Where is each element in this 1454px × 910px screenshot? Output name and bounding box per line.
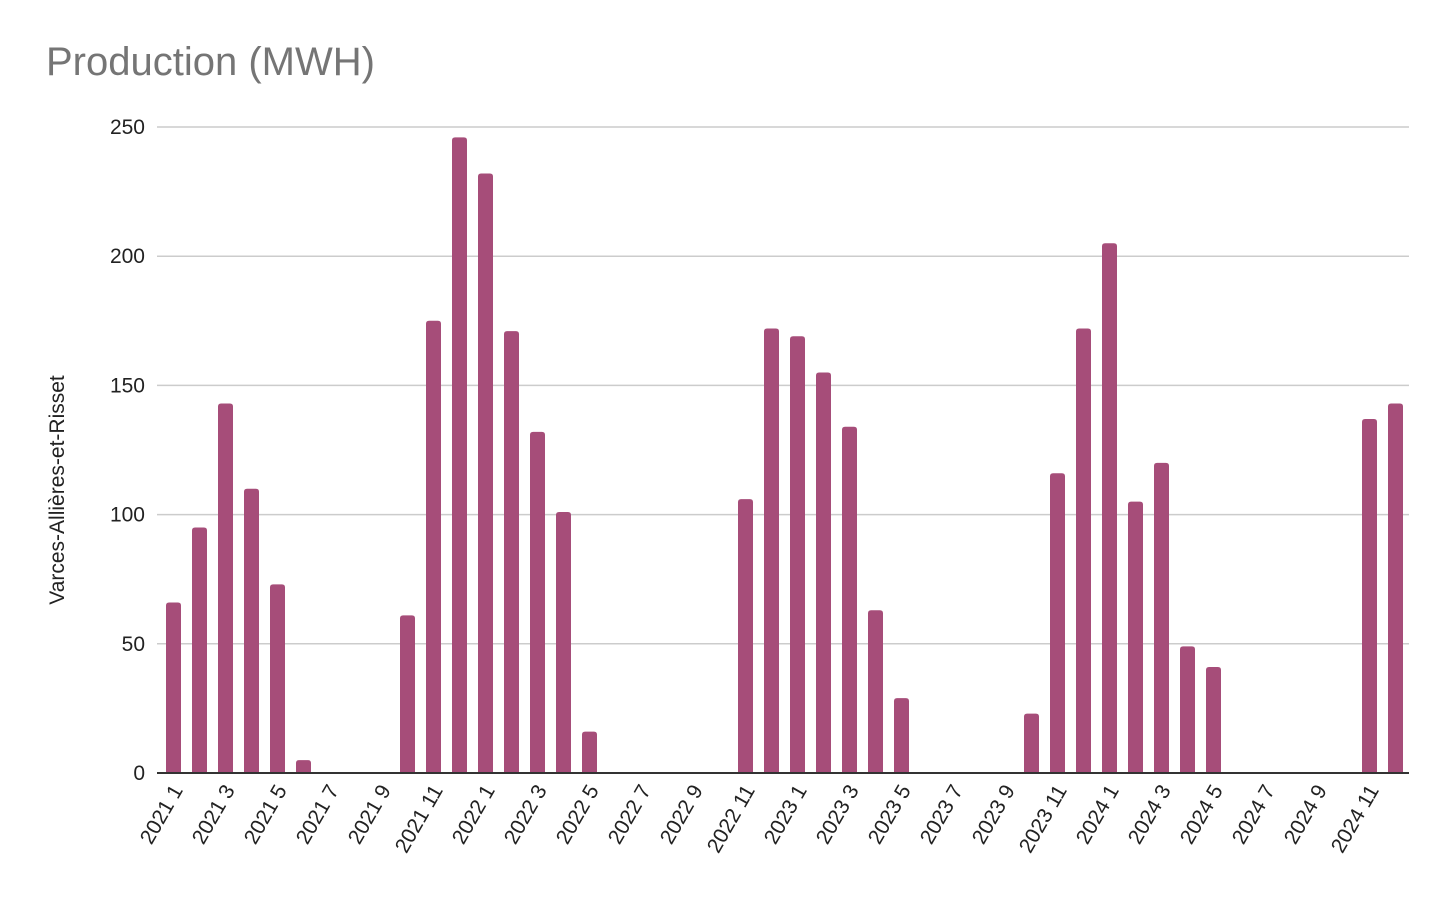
x-tick-label: 2023 7 — [916, 781, 968, 848]
x-tick-label: 2023 3 — [812, 781, 864, 848]
x-tick-label: 2021 1 — [136, 781, 188, 848]
bars — [166, 137, 1403, 774]
bar — [452, 137, 467, 773]
x-tick-label: 2024 11 — [1327, 781, 1384, 857]
y-tick-label: 250 — [110, 116, 145, 139]
bar — [1050, 473, 1065, 773]
bar — [556, 512, 571, 773]
x-tick-label: 2022 3 — [500, 781, 552, 848]
x-tick-label: 2024 5 — [1176, 781, 1228, 848]
x-tick-label: 2021 3 — [188, 781, 240, 848]
bar — [530, 431, 545, 773]
x-tick-label: 2022 1 — [448, 781, 500, 848]
y-tick-label: 200 — [110, 245, 145, 268]
bar — [192, 527, 207, 773]
x-tick-label: 2023 11 — [1015, 781, 1072, 857]
bar — [426, 320, 441, 773]
bar — [790, 336, 805, 773]
x-tick-label: 2024 3 — [1124, 781, 1176, 848]
bar — [400, 615, 415, 773]
bar — [816, 372, 831, 773]
bar — [1180, 646, 1195, 773]
x-tick-label: 2022 11 — [703, 781, 760, 857]
gridlines — [157, 126, 1409, 645]
y-tick-label: 150 — [110, 374, 145, 397]
x-tick-label: 2023 9 — [968, 781, 1020, 848]
bar — [1362, 418, 1377, 773]
x-tick-label: 2021 11 — [391, 781, 448, 857]
y-axis-label: Varces-Allières-et-Risset — [46, 375, 69, 605]
x-tick-label: 2021 5 — [240, 781, 292, 848]
x-tick-label: 2021 7 — [292, 781, 344, 848]
bar — [582, 731, 597, 773]
x-tick-label: 2022 5 — [552, 781, 604, 848]
bar — [166, 602, 181, 773]
y-tick-label: 0 — [133, 762, 145, 785]
bar — [1206, 667, 1221, 773]
x-tick-label: 2024 9 — [1280, 781, 1332, 848]
x-tick-label: 2023 5 — [864, 781, 916, 848]
bar — [1128, 501, 1143, 773]
bar — [244, 488, 259, 773]
bar — [842, 426, 857, 773]
bar — [270, 584, 285, 773]
x-tick-label: 2022 9 — [656, 781, 708, 848]
bar — [764, 328, 779, 773]
x-tick-label: 2024 1 — [1072, 781, 1124, 848]
bar — [738, 499, 753, 773]
x-tick-label: 2024 7 — [1228, 781, 1280, 848]
x-tick-label: 2022 7 — [604, 781, 656, 848]
y-tick-label: 100 — [110, 504, 145, 527]
y-tick-label: 50 — [122, 633, 145, 656]
bar — [868, 610, 883, 773]
bar — [504, 331, 519, 773]
bar — [1102, 243, 1117, 773]
bar — [1388, 403, 1403, 773]
bar — [296, 760, 311, 773]
bar — [1024, 713, 1039, 773]
bar — [894, 698, 909, 773]
bar — [1154, 462, 1169, 773]
x-tick-label: 2023 1 — [760, 781, 812, 848]
x-tick-label: 2021 9 — [344, 781, 396, 848]
bar — [218, 403, 233, 773]
bar — [478, 173, 493, 774]
bar — [1076, 328, 1091, 773]
chart-title: Production (MWH) — [46, 40, 375, 84]
